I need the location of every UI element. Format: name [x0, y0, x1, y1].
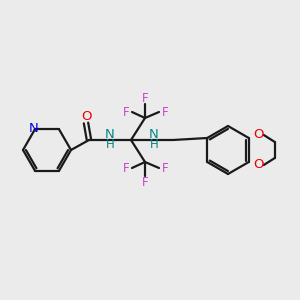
Text: N: N — [149, 128, 159, 140]
Text: N: N — [29, 122, 39, 135]
Text: O: O — [254, 158, 264, 172]
Text: F: F — [123, 106, 129, 118]
Text: O: O — [254, 128, 264, 142]
Text: F: F — [142, 92, 148, 104]
Text: H: H — [106, 139, 114, 152]
Text: N: N — [105, 128, 115, 140]
Text: F: F — [162, 106, 168, 118]
Text: F: F — [123, 161, 129, 175]
Text: F: F — [162, 161, 168, 175]
Text: H: H — [150, 139, 158, 152]
Text: O: O — [81, 110, 91, 122]
Text: F: F — [142, 176, 148, 188]
